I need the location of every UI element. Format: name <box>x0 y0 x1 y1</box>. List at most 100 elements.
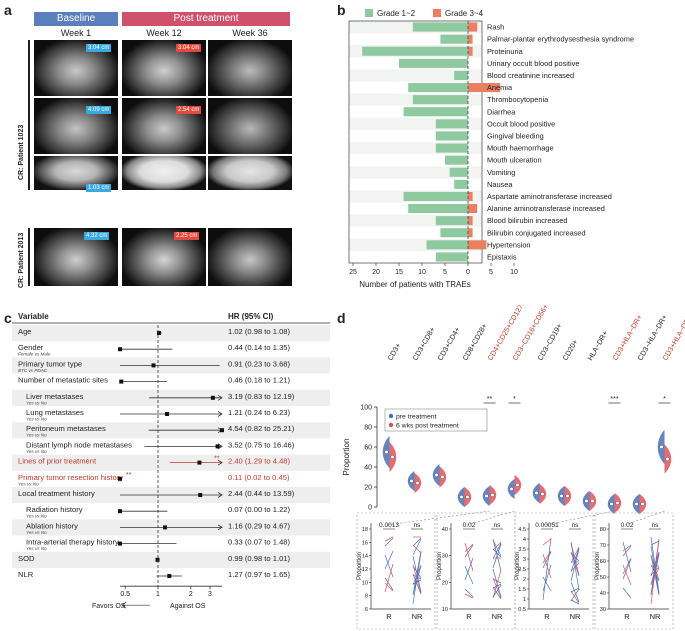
category-label: CD3+CD8+ <box>410 325 436 362</box>
subpanel-paired-line <box>622 541 632 573</box>
subpanel-paired-line <box>464 542 474 572</box>
subpanel-paired-line <box>384 536 394 542</box>
bar-grade12 <box>454 179 468 189</box>
connector-line <box>386 510 490 526</box>
measurement-tag: 2.54 cm <box>176 106 202 114</box>
forest-row-hr: 1.02 (0.98 to 1.08) <box>228 327 291 336</box>
violin-pre-median <box>484 493 489 498</box>
forest-point <box>118 541 122 546</box>
forest-point <box>163 525 168 530</box>
subpanel-paired-line <box>412 537 422 547</box>
category-label: CD20+ <box>560 338 579 362</box>
subpanel-paired-line <box>412 538 422 556</box>
subpanel-group-label: R <box>544 612 550 621</box>
bar-grade12 <box>399 58 468 68</box>
category-label: Palmar-plantar erythrodysesthesia syndro… <box>487 35 634 44</box>
bar-grade12 <box>435 216 468 226</box>
subpanel-paired-line <box>412 579 422 585</box>
violin-post-median <box>640 501 645 506</box>
bar-grade34 <box>468 240 487 250</box>
forest-row-hr: 3.52 (0.75 to 16.46) <box>228 440 295 449</box>
subpanel-paired-line <box>492 586 502 600</box>
subpanel-y-label: Proportion <box>595 552 601 580</box>
measurement-tag: 3.04 cm <box>86 44 112 52</box>
patient2-label: CR: Patient 2013 <box>18 232 25 288</box>
subpanel-frame <box>594 512 674 630</box>
forest-row-hr: 3.19 (0.83 to 12.19) <box>228 392 295 401</box>
bar-grade12 <box>445 155 468 165</box>
subpanel-paired-line <box>542 576 552 592</box>
subpanel-paired-line <box>570 547 580 573</box>
forest-point <box>198 493 203 497</box>
subpanel-paired-line <box>384 537 394 547</box>
subpanel-paired-line <box>464 593 474 599</box>
subpanel-paired-line <box>464 588 474 598</box>
bar-grade34 <box>468 83 501 93</box>
subpanel-paired-line <box>412 573 422 595</box>
subpanel-paired-line <box>492 578 502 584</box>
bar-grade12 <box>435 119 468 129</box>
bar-grade12 <box>362 46 468 56</box>
connector-line <box>624 510 665 526</box>
forest-ci-arrow <box>217 394 223 401</box>
subpanel-p-left: 0.02 <box>621 522 634 529</box>
subpanel-y-tick-label: 2 <box>523 577 526 583</box>
forest-point <box>155 557 160 562</box>
subpanel-y-tick-label: 30 <box>442 554 448 560</box>
bar-grade12 <box>408 204 468 214</box>
row-band <box>349 69 482 82</box>
forest-ci-arrow <box>217 524 223 531</box>
forest-point <box>118 509 122 514</box>
forest-point <box>165 412 170 416</box>
y-tick-label: 20 <box>364 485 372 492</box>
forest-row-label: Intra-arterial therapy history <box>26 538 119 547</box>
violin-post-median <box>565 493 570 498</box>
forest-row-sublabel: Yes vs No <box>26 417 47 422</box>
bar-grade12 <box>449 167 468 177</box>
legend-dot-post <box>388 422 394 428</box>
forest-point <box>118 347 122 352</box>
favors-left-arrow <box>121 601 150 609</box>
patient1-label: CR: Patient 1023 <box>18 124 25 180</box>
category-label: Urinary occult blood positive <box>487 59 579 68</box>
forest-row-sublabel: Yes vs No <box>26 400 47 405</box>
subpanel-paired-line <box>384 554 394 578</box>
forest-ci-arrow <box>217 459 223 466</box>
forest-row-hr: 0.44 (0.14 to 1.35) <box>228 343 291 352</box>
forest-row-hr: 1.21 (0.24 to 6.23) <box>228 408 291 417</box>
subpanel-group-label: NR <box>492 612 503 621</box>
subpanel-p-right: ns <box>414 522 422 529</box>
y-tick-label: 0 <box>368 505 372 512</box>
bar-grade12 <box>403 191 468 201</box>
bar-grade34 <box>468 228 473 238</box>
category-label: Rash <box>487 23 504 32</box>
subpanel-group-label: NR <box>412 612 423 621</box>
category-label: Anemia <box>487 83 513 92</box>
category-label: Hypertension <box>487 240 531 249</box>
violin-pre-median <box>384 449 389 454</box>
legend-label-grade12: Grade 1~2 <box>377 9 416 18</box>
category-label: Aspartate aminotransferase increased <box>487 192 612 201</box>
subpanel-paired-line <box>570 581 580 603</box>
ct-scan-p1023-w36-b <box>208 98 292 154</box>
x-tick-label: 0 <box>466 269 470 276</box>
forest-row-hr: 2.44 (0.44 to 13.59) <box>228 489 295 498</box>
x-tick-label: 5 <box>489 269 493 276</box>
bar-grade12 <box>412 22 468 32</box>
violin-post-median <box>440 474 445 479</box>
row-band <box>349 166 482 179</box>
category-label: Epistaxis <box>487 253 517 262</box>
ct-scan-p1023-w36-a <box>208 40 292 96</box>
subpanel-y-tick-label: 40 <box>442 527 448 533</box>
subpanel-paired-line <box>384 582 394 592</box>
violin-post-median <box>490 492 495 497</box>
subpanel-y-tick-label: 3 <box>523 557 526 563</box>
forest-row-sublabel: Female vs Male <box>18 352 51 357</box>
legend-label-post: 6 wks post treatment <box>396 423 459 430</box>
y-axis-label: Proportion <box>342 439 351 476</box>
violin-post-median <box>515 482 520 487</box>
legend-label-pre: pre treatment <box>396 414 437 421</box>
forest-row-label: Lung metastases <box>26 408 84 417</box>
subpanel-y-tick-label: 1.5 <box>518 587 526 593</box>
significance-mark: * <box>513 396 516 403</box>
